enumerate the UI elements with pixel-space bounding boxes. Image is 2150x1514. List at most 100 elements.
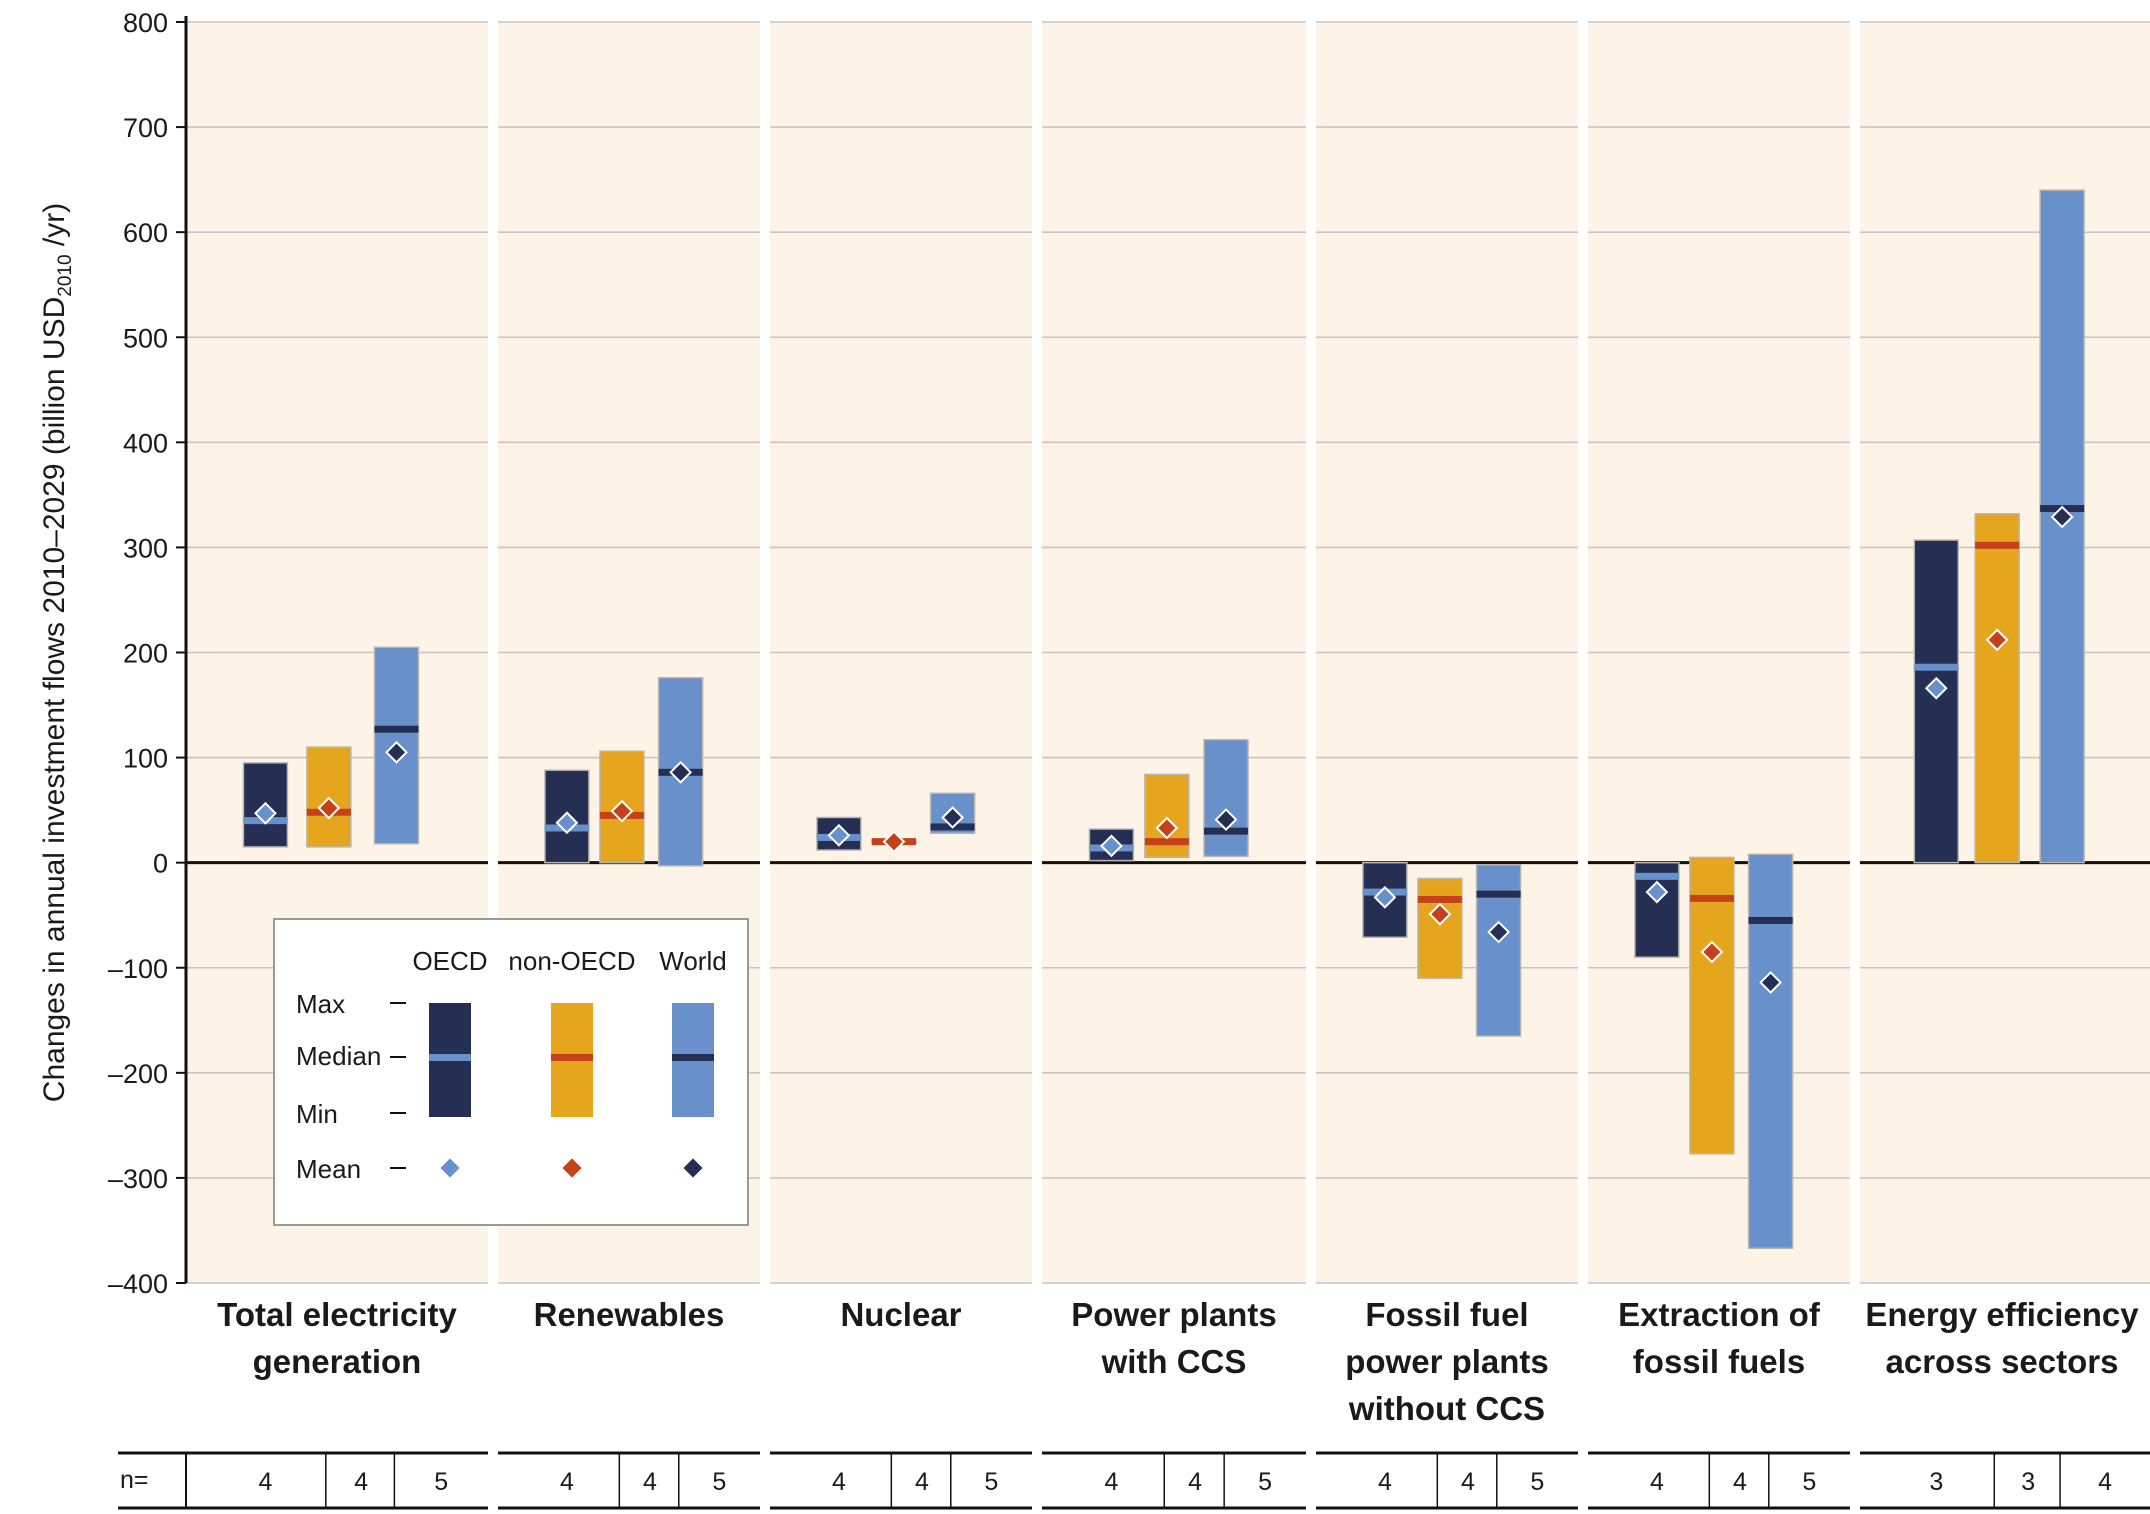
mean-marker [1373,885,1397,909]
mean-marker [882,830,906,854]
n-value: 4 [915,1468,929,1496]
legend-series-label: OECD [412,946,487,976]
y-tick-label: –300 [108,1164,168,1194]
y-tick-label: –200 [108,1059,168,1089]
mean-marker [941,806,965,829]
legend-mean-marker [559,1155,585,1181]
category-label: Renewables [534,1296,725,1333]
mean-marker [1924,676,1948,700]
median-line [1748,916,1793,924]
n-value: 5 [1530,1468,1544,1496]
y-tick-label: 300 [123,533,168,563]
n-value: 4 [1188,1468,1202,1496]
legend-box [273,918,749,1226]
legend-median [429,1054,471,1061]
y-tick-label: 400 [123,428,168,458]
mean-marker [317,796,341,820]
category-labels: Total electricity generation Renewables Nuc… [217,1296,2139,1427]
n-value: 4 [1650,1468,1664,1496]
mean-marker [827,823,851,847]
n-value: 4 [1461,1468,1475,1496]
category-label: without CCS [1348,1390,1545,1427]
bar-non-oecd [599,750,645,864]
mean-marker [1645,880,1669,904]
n-value: 4 [354,1468,368,1496]
mean-marker [1759,971,1783,994]
y-tick-label: 800 [123,8,168,38]
median-line [1975,541,2020,549]
y-axis: 800 700 600 500 400 300 200 100 0 –100 –200 –300 –40… [38,8,188,1299]
bar-non-oecd [306,746,352,848]
category-label: Power plants [1071,1296,1276,1333]
mean-marker [1100,834,1123,858]
n-value: 5 [984,1468,998,1496]
bar-world [1747,853,1794,1250]
n-label: n= [120,1466,149,1494]
n-value: 4 [1733,1468,1747,1496]
n-value: 4 [1378,1468,1392,1496]
mean-marker [669,760,693,784]
n-value: 4 [258,1468,272,1496]
n-value: 4 [1104,1468,1118,1496]
y-axis-title: Changes in annual investment flows 2010–… [38,203,76,1102]
n-value: 4 [832,1468,846,1496]
y-tick-label: –400 [108,1269,168,1299]
category-label: across sectors [1886,1343,2119,1380]
median-line [1634,872,1679,880]
bar-oecd [1913,539,1960,864]
bar-non-oecd [1974,513,2020,864]
category-label: generation [253,1343,422,1380]
mean-marker [385,740,408,764]
category-label: Extraction of [1618,1296,1821,1333]
legend-mean-marker [437,1155,463,1181]
category-label: Energy efficiency [1865,1296,2139,1333]
category-label: Fossil fuel [1365,1296,1528,1333]
legend-median [551,1054,593,1061]
category-label: Nuclear [840,1296,961,1333]
median-line [1417,895,1462,903]
mean-marker [1700,940,1724,964]
n-value: 5 [1258,1468,1272,1496]
bars-layer [242,189,2085,1250]
y-tick-label: 100 [123,744,168,774]
legend-row-label: Mean [296,1154,361,1184]
mean-marker [610,799,634,823]
n-value: 3 [1929,1468,1943,1496]
category-label: with CCS [1101,1343,1247,1380]
n-value: 4 [2098,1468,2112,1496]
mean-marker [1428,902,1452,926]
n-value: 5 [434,1468,448,1496]
category-label: fossil fuels [1633,1343,1805,1380]
mean-marker [1214,808,1238,831]
y-tick-label: –100 [108,954,168,984]
bar-non-oecd [1417,877,1463,980]
n-table: n= 4 4 5 4 4 5 4 4 5 4 4 5 4 4 5 4 4 5 3 3 4 [118,1451,2150,1510]
mean-marker [555,811,579,835]
legend-median [672,1054,714,1061]
y-tick-label: 200 [123,639,168,669]
mean-marker [1487,920,1511,944]
n-value: 3 [2021,1468,2035,1496]
legend-row-label: Max [296,989,345,1019]
legend-mean-marker [680,1155,706,1181]
mean-marker [254,801,277,825]
median-line [1914,663,1959,671]
category-label: Total electricity [217,1296,457,1333]
mean-marker [1985,628,2009,652]
mean-marker [2050,505,2074,529]
gridlines [186,21,2150,1284]
legend-series-label: World [659,946,726,976]
n-value: 4 [560,1468,574,1496]
median-line [1144,838,1189,846]
y-tick-label: 0 [153,849,168,879]
median-line [1689,894,1734,902]
bar-world [1475,864,1522,1037]
bar-non-oecd [1689,856,1735,1155]
legend-row-label: Min [296,1099,338,1129]
n-value: 4 [643,1468,657,1496]
legend: OECD non-OECD World Max Median Min Mean [273,918,749,1226]
y-tick-label: 500 [123,323,168,353]
n-value: 5 [712,1468,726,1496]
bar-world [1203,738,1249,858]
